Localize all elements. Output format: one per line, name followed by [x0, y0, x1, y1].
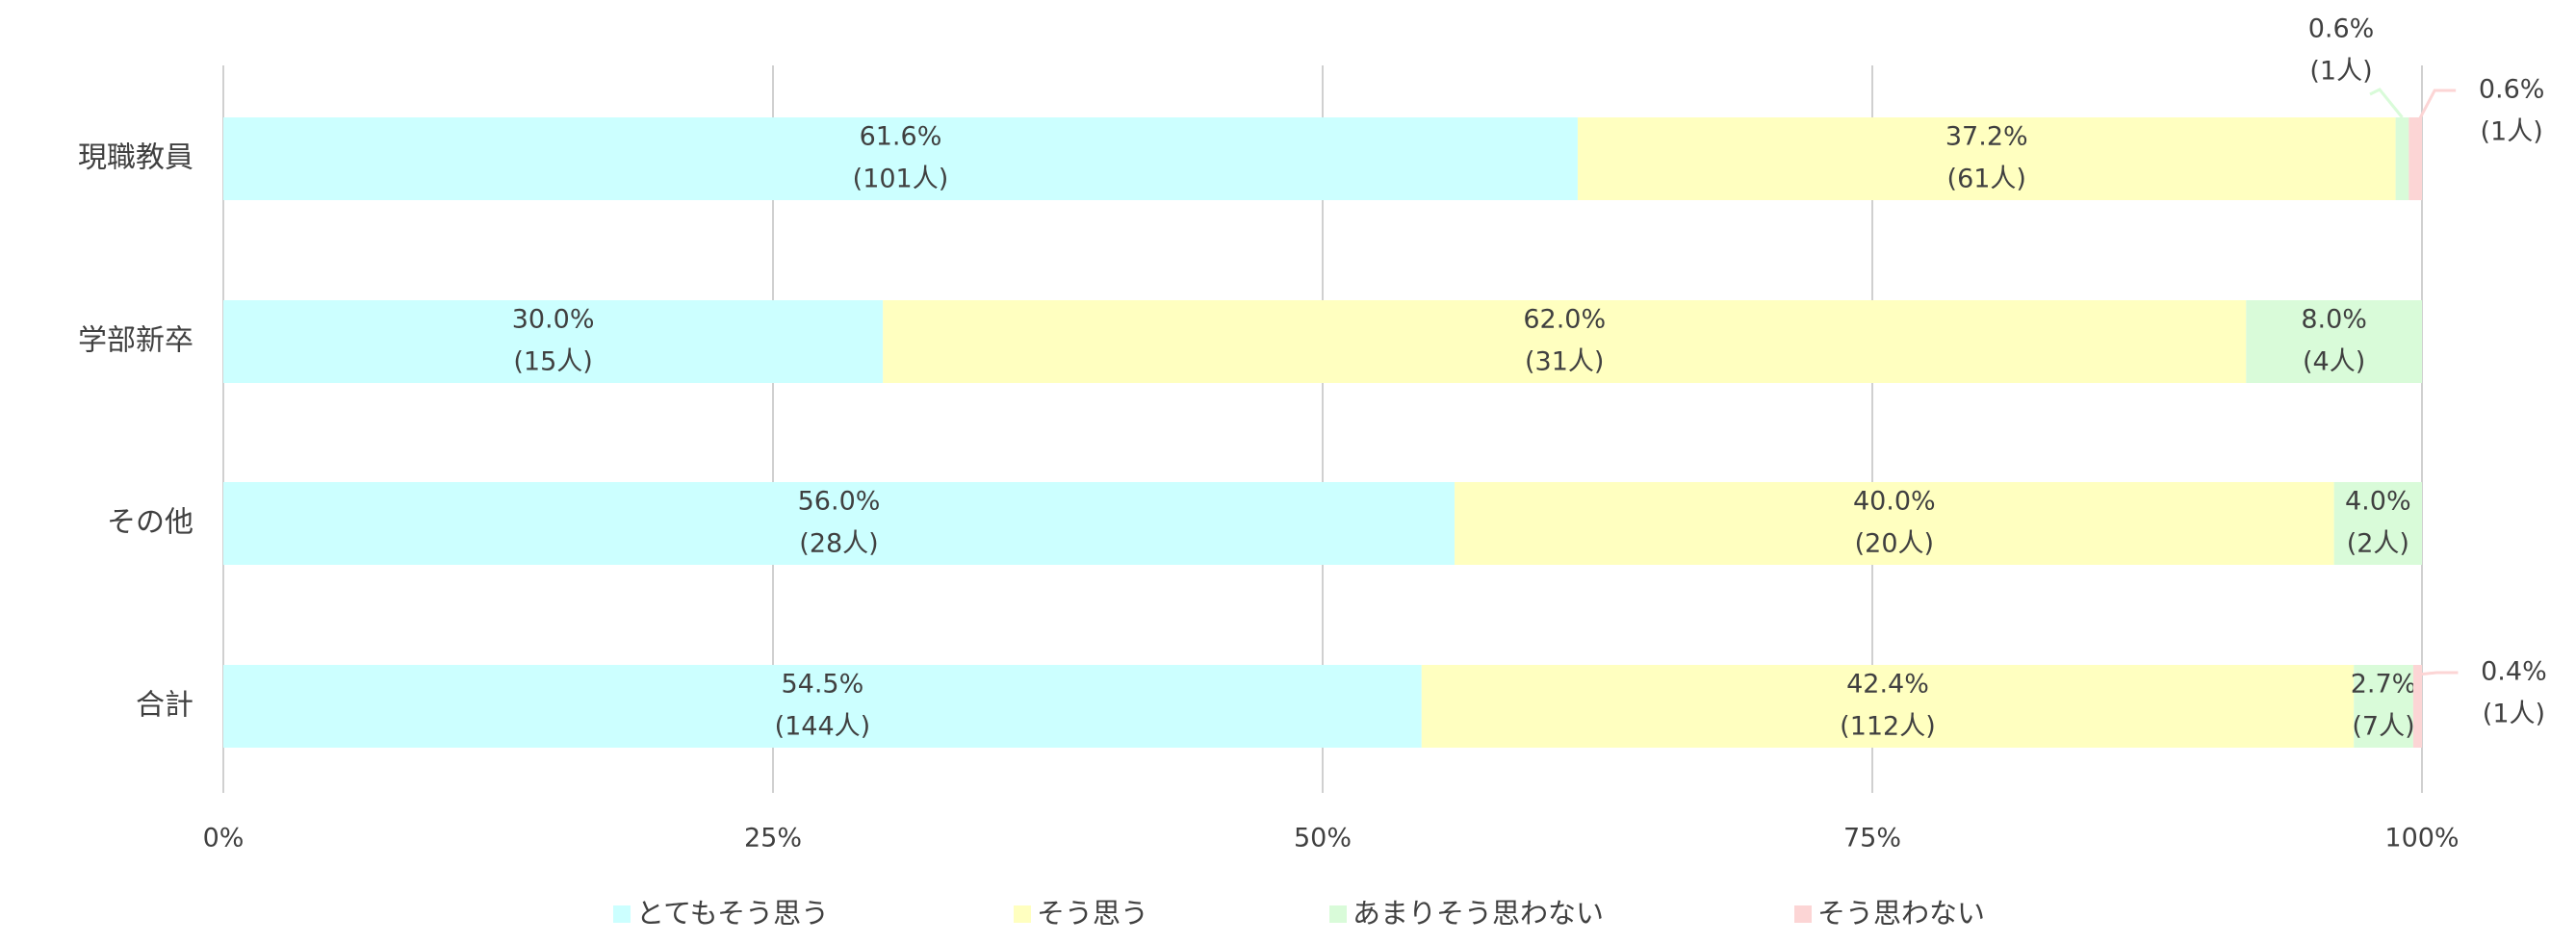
data-label: 0.6%	[2479, 75, 2545, 105]
y-tick-label: 合計	[136, 689, 193, 723]
bar-segment	[883, 300, 2247, 383]
legend-swatch	[613, 905, 631, 923]
bar-segment	[2409, 117, 2422, 200]
data-label: (112人)	[1840, 712, 1936, 742]
bar-segment	[2395, 117, 2409, 200]
x-tick-label: 75%	[1843, 824, 1901, 854]
leader-line	[2369, 88, 2404, 118]
data-label: (20人)	[1855, 529, 1934, 559]
data-label: (15人)	[513, 347, 592, 377]
data-label: 0.6%	[2308, 14, 2375, 44]
bar-segment	[223, 665, 1422, 748]
data-label: (144人)	[775, 712, 871, 742]
leader-line	[2413, 89, 2457, 128]
bar-segment	[2246, 300, 2422, 383]
x-tick-label: 25%	[744, 824, 802, 854]
y-tick-label: その他	[107, 506, 193, 540]
y-tick-label: 学部新卒	[78, 324, 193, 358]
bar-segment	[223, 482, 1455, 565]
bar-segment	[223, 300, 884, 383]
data-label: (4人)	[2303, 347, 2365, 377]
data-label: 37.2%	[1945, 122, 2028, 152]
data-label: 56.0%	[798, 487, 881, 517]
legend-label: そう思わない	[1817, 897, 1985, 930]
leader-line	[2417, 671, 2459, 676]
data-label: (28人)	[799, 529, 878, 559]
legend-label: とてもそう思う	[636, 897, 829, 930]
data-label: 4.0%	[2345, 487, 2411, 517]
bar-segment	[2333, 482, 2422, 565]
data-label: (101人)	[853, 165, 949, 194]
bar-segment	[1577, 117, 2396, 200]
data-label: 30.0%	[512, 305, 595, 335]
data-label: 8.0%	[2301, 305, 2367, 335]
data-label: 61.6%	[860, 122, 942, 152]
data-label: 42.4%	[1846, 670, 1929, 700]
data-label: (1人)	[2483, 700, 2545, 729]
bar-segment	[1455, 482, 2334, 565]
data-label: 54.5%	[781, 670, 863, 700]
x-tick-label: 0%	[203, 824, 245, 854]
data-label: 40.0%	[1853, 487, 1936, 517]
bar-segment	[223, 117, 1578, 200]
data-label: (1人)	[2309, 57, 2372, 87]
data-label: (1人)	[2481, 117, 2543, 147]
legend-swatch	[1329, 905, 1347, 923]
legend-label: そう思う	[1037, 897, 1148, 930]
bar-segment	[2412, 665, 2422, 748]
data-label: (2人)	[2347, 529, 2409, 559]
data-label: (61人)	[1947, 165, 2026, 194]
data-label: 0.4%	[2481, 657, 2547, 687]
legend-label: あまりそう思わない	[1352, 897, 1604, 930]
y-tick-label: 現職教員	[78, 141, 193, 175]
bar-segment	[1421, 665, 2355, 748]
data-label: 2.7%	[2351, 670, 2417, 700]
legend-swatch	[1014, 905, 1031, 923]
bar-segment	[2354, 665, 2413, 748]
x-tick-label: 50%	[1294, 824, 1352, 854]
data-label: (31人)	[1525, 347, 1604, 377]
x-tick-label: 100%	[2384, 824, 2459, 854]
data-label: 62.0%	[1523, 305, 1606, 335]
legend-swatch	[1794, 905, 1812, 923]
data-label: (7人)	[2352, 712, 2414, 742]
